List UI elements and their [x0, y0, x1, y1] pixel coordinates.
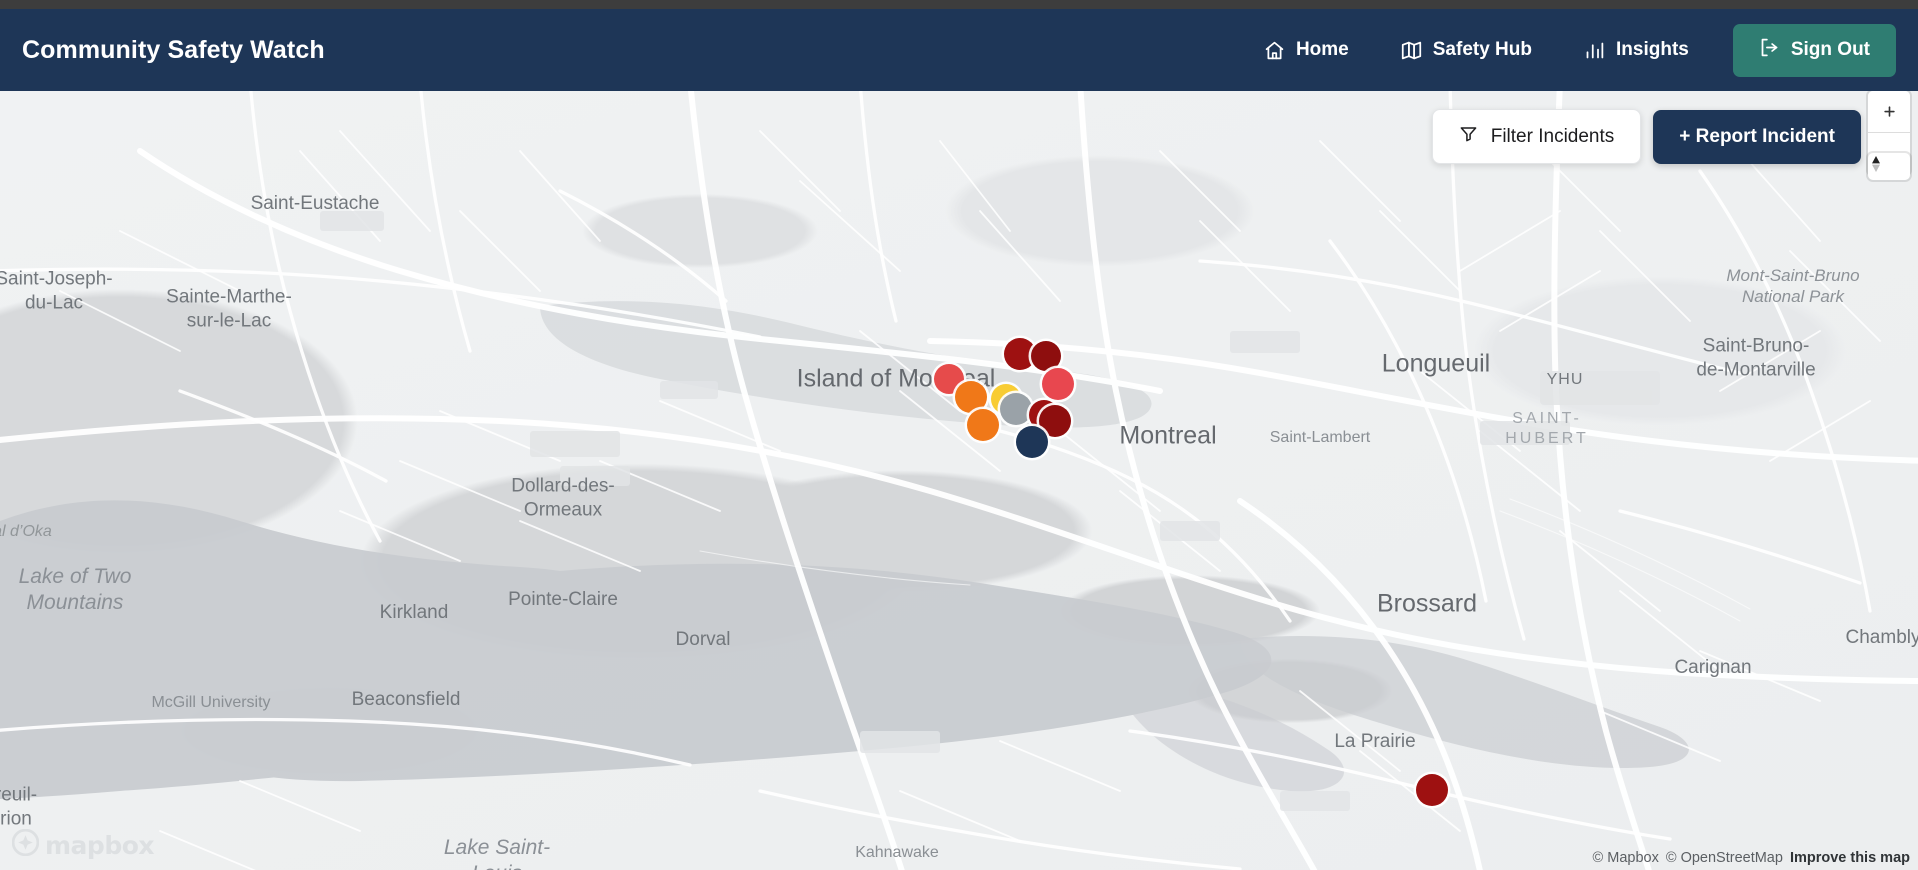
- attribution-improve[interactable]: Improve this map: [1789, 850, 1910, 866]
- home-icon: [1264, 40, 1285, 61]
- incident-map[interactable]: Saint-Eustache Saint-Joseph- du-Lac Sain…: [0, 91, 1918, 870]
- map-compass-control: [1868, 153, 1910, 180]
- nav-item-insights[interactable]: Insights: [1558, 29, 1715, 71]
- incident-marker[interactable]: [1016, 426, 1048, 458]
- main-navigation: Home Safety Hub Insights: [1238, 23, 1896, 77]
- sign-out-label: Sign Out: [1790, 39, 1870, 60]
- page-title: Community Safety Watch: [22, 35, 325, 64]
- mapbox-mark-icon: [11, 828, 40, 861]
- funnel-icon: [1459, 124, 1478, 149]
- map-road-network: [0, 91, 1918, 870]
- incident-marker[interactable]: [1031, 341, 1061, 371]
- mapbox-wordmark: mapbox: [45, 830, 155, 860]
- incident-marker[interactable]: [967, 409, 999, 441]
- nav-label-home: Home: [1295, 39, 1349, 60]
- incident-marker[interactable]: [1004, 338, 1036, 370]
- nav-item-safety-hub[interactable]: Safety Hub: [1375, 29, 1558, 71]
- browser-chrome-strip: [0, 0, 1918, 9]
- filter-incidents-label: Filter Incidents: [1490, 125, 1615, 147]
- incident-marker[interactable]: [1000, 393, 1032, 425]
- mapbox-logo[interactable]: mapbox: [11, 828, 155, 861]
- attribution-mapbox[interactable]: © Mapbox: [1592, 850, 1659, 866]
- sign-out-button[interactable]: Sign Out: [1732, 23, 1896, 77]
- incident-marker[interactable]: [955, 381, 987, 413]
- sign-out-icon: [1759, 37, 1780, 64]
- map-toolbar: Filter Incidents + Report Incident: [1431, 109, 1861, 164]
- nav-label-safety-hub: Safety Hub: [1432, 39, 1532, 60]
- bar-chart-icon: [1584, 40, 1605, 61]
- nav-label-insights: Insights: [1616, 39, 1689, 60]
- filter-incidents-button[interactable]: Filter Incidents: [1431, 109, 1642, 164]
- attribution-osm[interactable]: © OpenStreetMap: [1665, 850, 1783, 866]
- incident-marker[interactable]: [1042, 368, 1074, 400]
- app-header: Community Safety Watch Home Safety Hub: [0, 9, 1918, 91]
- report-incident-button[interactable]: + Report Incident: [1653, 109, 1861, 164]
- nav-item-home[interactable]: Home: [1238, 29, 1375, 71]
- map-icon: [1401, 40, 1422, 61]
- compass-icon[interactable]: [1868, 153, 1910, 180]
- zoom-in-button[interactable]: [1868, 91, 1910, 133]
- incident-marker[interactable]: [1416, 774, 1448, 806]
- map-attribution: © Mapbox © OpenStreetMap Improve this ma…: [1593, 850, 1910, 866]
